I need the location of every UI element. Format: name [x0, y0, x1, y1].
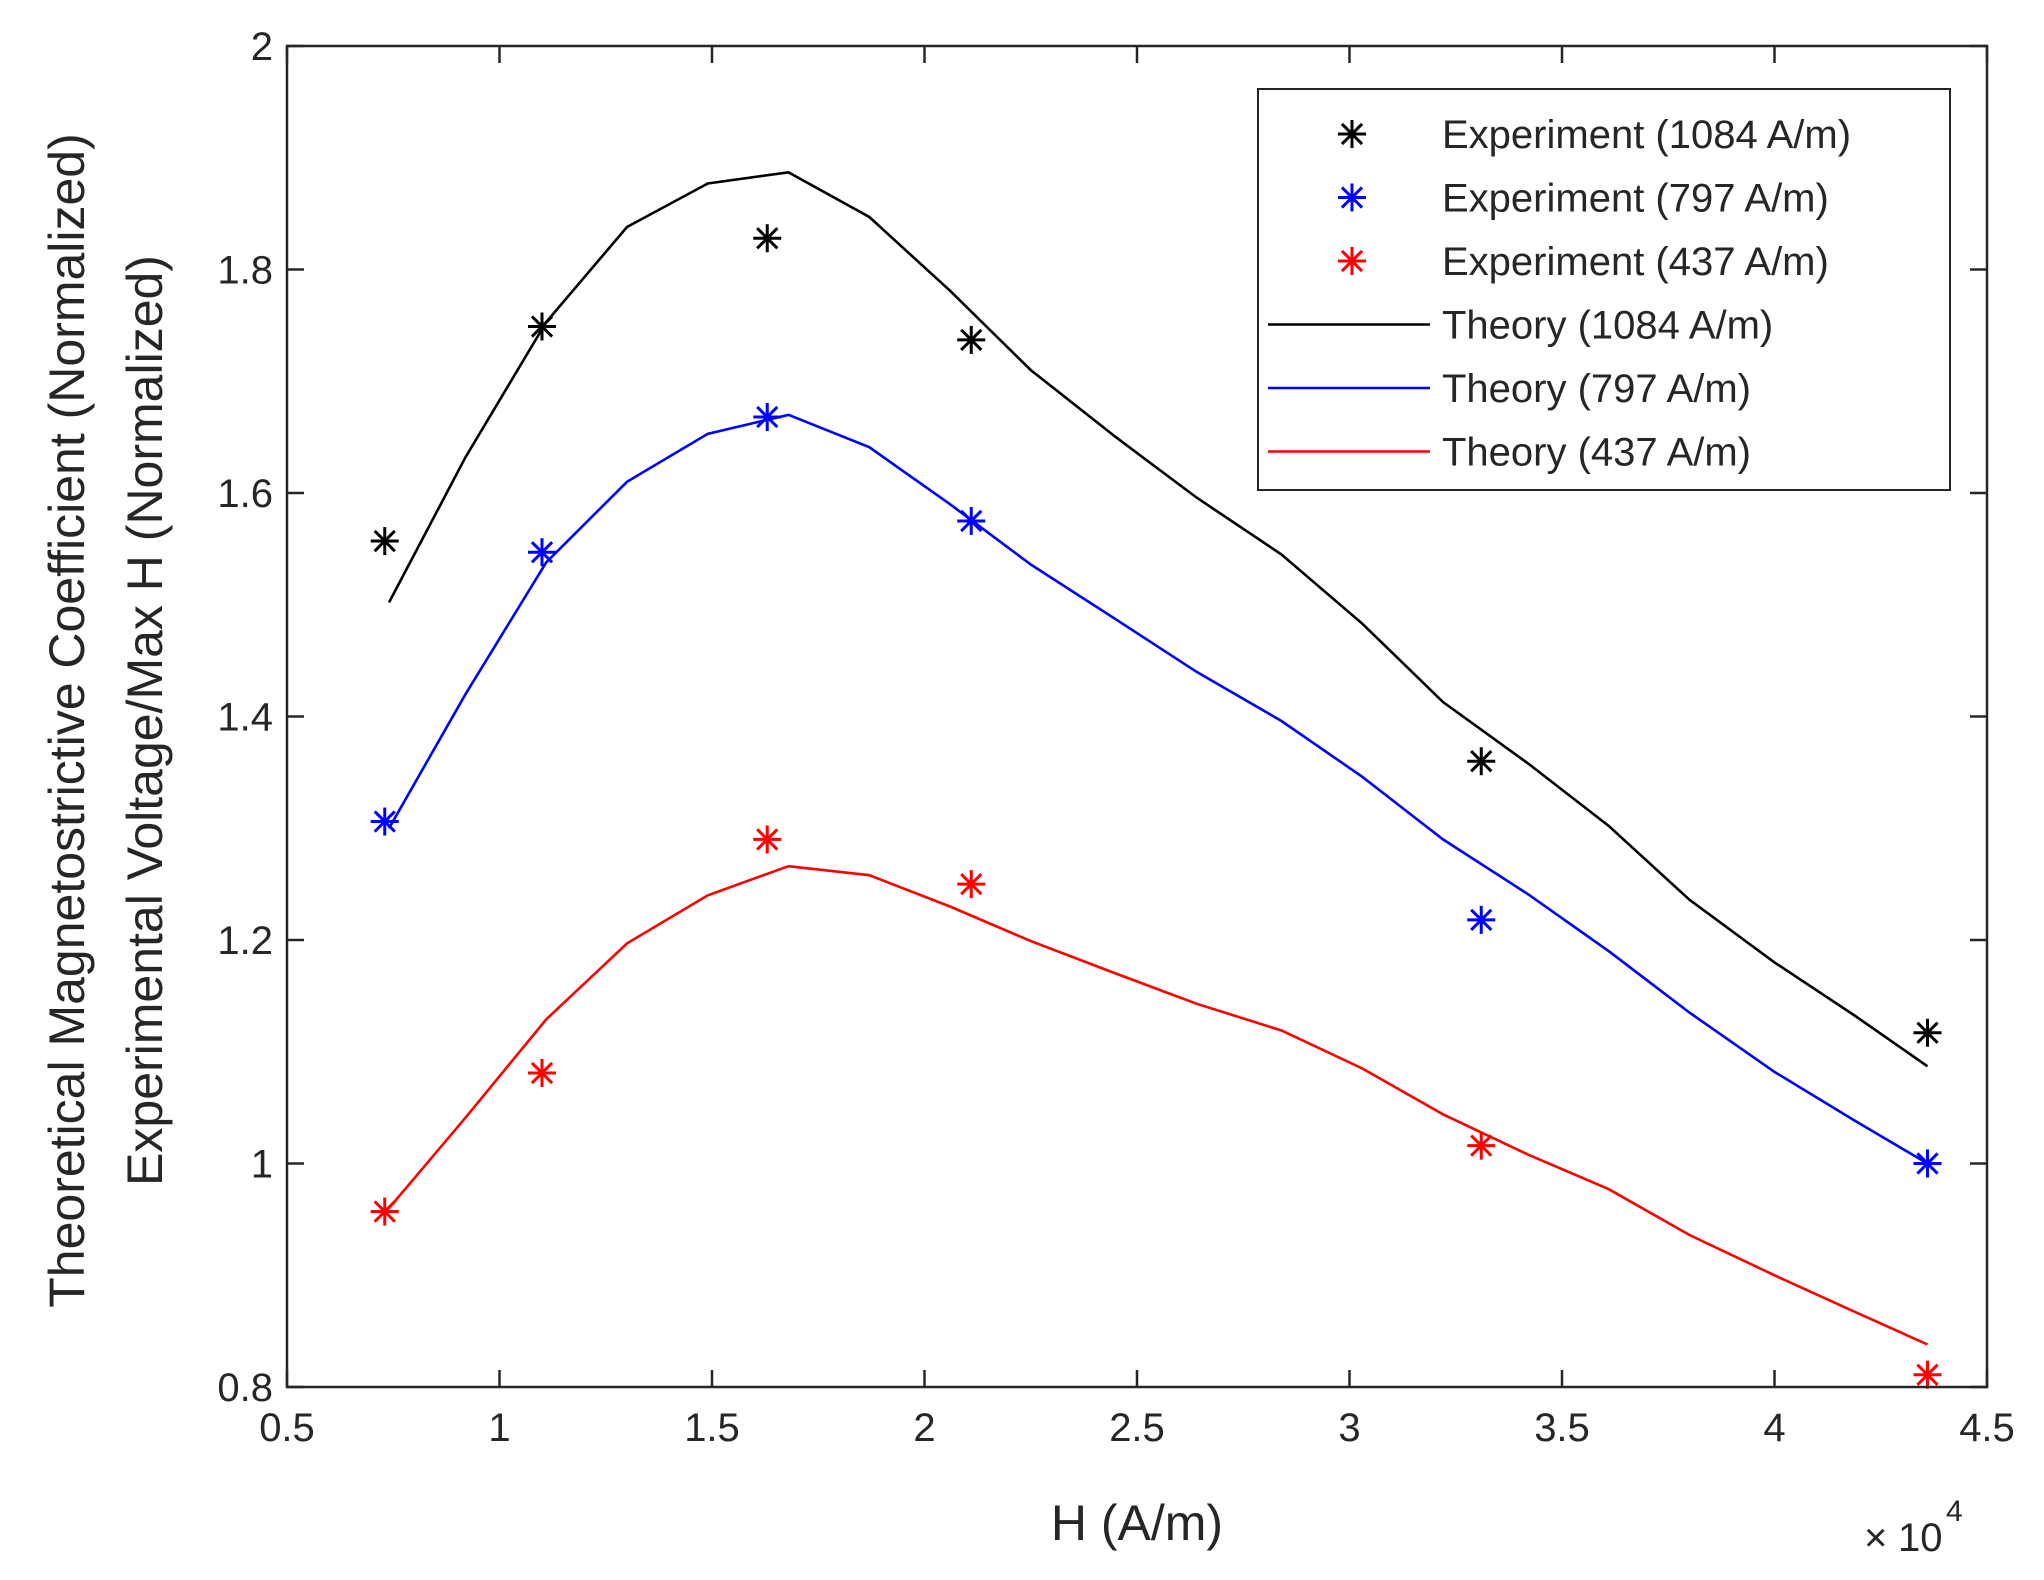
x-axis-label: H (A/m)	[1051, 1495, 1223, 1551]
data-point-series-1	[370, 807, 399, 836]
data-point-series-2	[1467, 1131, 1496, 1160]
y-tick-label: 1.6	[217, 472, 273, 516]
x-exponent-multiplier: ×	[1864, 1516, 1887, 1560]
y-tick-label: 1.2	[217, 919, 273, 963]
data-point-series-0	[1913, 1018, 1942, 1047]
x-tick-label: 3.5	[1534, 1406, 1590, 1450]
data-point-series-2	[528, 1058, 556, 1087]
data-point-series-2	[1913, 1360, 1942, 1389]
x-exponent-power: 4	[1946, 1495, 1963, 1528]
data-point-series-0	[1467, 747, 1496, 776]
y-tick-label: 1.4	[217, 696, 273, 740]
data-point-series-2	[753, 825, 782, 854]
legend-marker-0	[1338, 120, 1366, 148]
plot-area	[370, 170, 1942, 1389]
legend: Experiment (1084 A/m) Experiment (797 A/m…	[1257, 88, 1951, 491]
y-axis-label-line-1: Theoretical Magnetostrictive Coefficient…	[39, 133, 95, 1308]
x-tick-label: 2.5	[1109, 1406, 1165, 1450]
x-tick-label: 3	[1338, 1406, 1360, 1450]
data-point-series-1	[1913, 1149, 1942, 1178]
series-line-5	[388, 864, 1929, 1346]
y-ticks: 0.8 1 1.2 1.4 1.6 1.8 2	[217, 25, 1987, 1410]
legend-marker-1	[1338, 183, 1366, 212]
x-axis-exponent: × 10 4	[1864, 1495, 1963, 1560]
x-ticks: 0.5 1 1.5 2 2.5 3 3.5 4 4.5	[259, 46, 2015, 1450]
data-point-series-0	[528, 312, 556, 341]
x-exponent-base: 10	[1898, 1516, 1943, 1560]
x-tick-label: 4	[1763, 1406, 1785, 1450]
legend-items: Experiment (1084 A/m) Experiment (797 A/m…	[1268, 113, 1851, 475]
data-point-series-0	[370, 527, 399, 556]
y-tick-label: 1.8	[217, 249, 273, 293]
legend-label-4: Theory (797 A/m)	[1442, 367, 1751, 411]
data-point-series-1	[528, 538, 556, 567]
y-tick-label: 1	[251, 1143, 273, 1187]
y-axis-label-line-2: Experimental Voltage/Max H (Normalized)	[117, 255, 173, 1186]
data-point-series-2	[370, 1197, 399, 1226]
data-point-series-1	[753, 403, 782, 432]
y-tick-label: 0.8	[217, 1366, 273, 1410]
data-point-series-0	[753, 224, 782, 253]
legend-box	[1257, 88, 1951, 491]
legend-label-5: Theory (437 A/m)	[1442, 431, 1751, 475]
x-tick-label: 2	[913, 1406, 935, 1450]
data-point-series-1	[957, 506, 986, 535]
x-tick-label: 0.5	[259, 1406, 315, 1450]
x-tick-label: 1	[488, 1406, 510, 1450]
legend-label-0: Experiment (1084 A/m)	[1442, 113, 1851, 157]
legend-label-2: Experiment (437 A/m)	[1442, 240, 1829, 284]
x-tick-label: 4.5	[1959, 1406, 2015, 1450]
legend-marker-2	[1338, 247, 1366, 275]
data-point-series-1	[1467, 905, 1496, 934]
series-line-3	[387, 170, 1929, 1068]
y-tick-label: 2	[251, 25, 273, 69]
series-line-4	[387, 413, 1929, 1165]
legend-label-1: Experiment (797 A/m)	[1442, 177, 1829, 221]
data-point-series-0	[957, 325, 986, 354]
x-tick-label: 1.5	[684, 1406, 740, 1450]
legend-label-3: Theory (1084 A/m)	[1442, 304, 1773, 348]
data-point-series-2	[957, 870, 986, 899]
